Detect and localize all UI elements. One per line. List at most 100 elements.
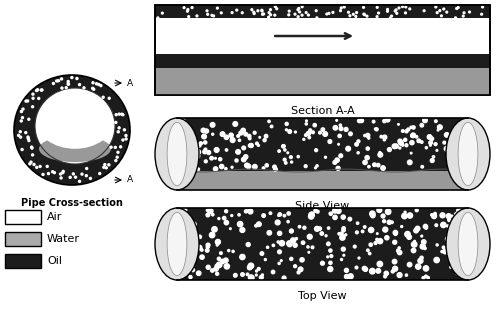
- Circle shape: [300, 258, 304, 262]
- Circle shape: [230, 138, 235, 142]
- Circle shape: [377, 208, 382, 213]
- Circle shape: [422, 277, 425, 279]
- Circle shape: [408, 262, 412, 267]
- Circle shape: [288, 130, 292, 133]
- Circle shape: [287, 221, 289, 223]
- Circle shape: [231, 12, 233, 14]
- Circle shape: [343, 254, 344, 256]
- Circle shape: [92, 87, 94, 89]
- Circle shape: [391, 270, 394, 273]
- Circle shape: [288, 242, 291, 245]
- Circle shape: [278, 213, 281, 216]
- Circle shape: [117, 151, 119, 153]
- Circle shape: [366, 147, 370, 150]
- Circle shape: [446, 225, 449, 227]
- Circle shape: [430, 145, 431, 146]
- Circle shape: [214, 167, 218, 171]
- Circle shape: [410, 126, 412, 129]
- Circle shape: [458, 256, 462, 261]
- Circle shape: [456, 269, 461, 275]
- Circle shape: [214, 148, 219, 152]
- Circle shape: [450, 150, 454, 154]
- Circle shape: [264, 134, 268, 138]
- Circle shape: [332, 11, 334, 13]
- Circle shape: [114, 146, 116, 148]
- Circle shape: [381, 214, 385, 218]
- Circle shape: [456, 238, 460, 240]
- Circle shape: [318, 227, 322, 230]
- Circle shape: [458, 7, 459, 8]
- Circle shape: [434, 120, 437, 122]
- Circle shape: [363, 13, 364, 15]
- Circle shape: [392, 266, 398, 271]
- Circle shape: [374, 128, 376, 130]
- Circle shape: [27, 136, 29, 138]
- Circle shape: [86, 167, 87, 170]
- Circle shape: [396, 249, 400, 252]
- Circle shape: [422, 118, 428, 123]
- Circle shape: [440, 213, 445, 218]
- Circle shape: [308, 214, 314, 219]
- Circle shape: [207, 150, 210, 154]
- Circle shape: [450, 150, 451, 151]
- Circle shape: [238, 214, 240, 216]
- Circle shape: [253, 131, 256, 134]
- Circle shape: [189, 156, 192, 159]
- Circle shape: [204, 148, 207, 151]
- Circle shape: [453, 139, 456, 142]
- Circle shape: [461, 234, 466, 238]
- Circle shape: [346, 146, 350, 151]
- Circle shape: [380, 135, 382, 138]
- Circle shape: [434, 257, 440, 263]
- Circle shape: [417, 139, 420, 142]
- Circle shape: [402, 213, 407, 219]
- Circle shape: [31, 147, 33, 149]
- Circle shape: [275, 220, 280, 225]
- Circle shape: [211, 15, 213, 16]
- Circle shape: [378, 239, 382, 244]
- Circle shape: [206, 209, 209, 212]
- Circle shape: [368, 227, 374, 233]
- Circle shape: [48, 173, 50, 175]
- Circle shape: [229, 133, 234, 138]
- Circle shape: [203, 150, 207, 154]
- Circle shape: [290, 230, 293, 233]
- Circle shape: [434, 143, 437, 146]
- Circle shape: [32, 154, 34, 156]
- Circle shape: [410, 135, 414, 137]
- Circle shape: [421, 235, 422, 237]
- Circle shape: [462, 15, 464, 17]
- Circle shape: [437, 129, 439, 131]
- Circle shape: [216, 244, 218, 246]
- Circle shape: [202, 134, 206, 139]
- Circle shape: [238, 222, 243, 227]
- Circle shape: [246, 164, 251, 169]
- Circle shape: [196, 271, 201, 275]
- Circle shape: [458, 269, 461, 271]
- Circle shape: [18, 134, 20, 136]
- Circle shape: [186, 217, 190, 221]
- Circle shape: [363, 160, 367, 165]
- Circle shape: [38, 97, 40, 99]
- Circle shape: [306, 12, 307, 14]
- Circle shape: [328, 140, 332, 143]
- Circle shape: [372, 120, 375, 123]
- Circle shape: [394, 10, 396, 12]
- Circle shape: [454, 150, 459, 154]
- Circle shape: [329, 261, 332, 265]
- Circle shape: [304, 165, 307, 167]
- Circle shape: [429, 141, 432, 145]
- Circle shape: [237, 135, 240, 137]
- Circle shape: [462, 123, 465, 125]
- Circle shape: [262, 13, 264, 15]
- Circle shape: [92, 88, 94, 90]
- Circle shape: [197, 168, 200, 170]
- Circle shape: [116, 156, 118, 158]
- Circle shape: [355, 142, 358, 146]
- Circle shape: [183, 154, 184, 156]
- Circle shape: [270, 14, 272, 16]
- Circle shape: [233, 122, 237, 126]
- Circle shape: [20, 136, 22, 138]
- Circle shape: [345, 234, 346, 236]
- Bar: [177, 171, 468, 190]
